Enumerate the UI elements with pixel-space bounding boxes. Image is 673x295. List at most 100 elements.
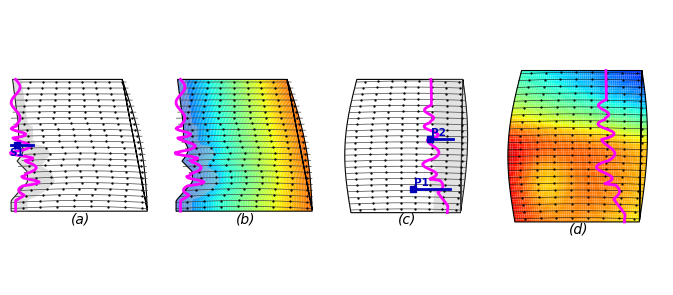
- Polygon shape: [596, 141, 599, 144]
- Polygon shape: [178, 79, 195, 211]
- Polygon shape: [570, 184, 573, 187]
- Polygon shape: [605, 156, 608, 159]
- Polygon shape: [516, 179, 518, 181]
- Polygon shape: [588, 116, 590, 119]
- Polygon shape: [598, 154, 600, 156]
- Polygon shape: [540, 116, 543, 119]
- Polygon shape: [197, 79, 215, 211]
- Polygon shape: [571, 217, 573, 219]
- Polygon shape: [615, 136, 617, 139]
- Polygon shape: [527, 91, 529, 93]
- Polygon shape: [565, 96, 567, 98]
- Polygon shape: [515, 154, 517, 156]
- Polygon shape: [575, 151, 577, 154]
- Polygon shape: [555, 113, 557, 116]
- Polygon shape: [551, 91, 553, 93]
- Polygon shape: [610, 83, 612, 86]
- Polygon shape: [582, 149, 585, 151]
- Polygon shape: [565, 98, 567, 101]
- Polygon shape: [588, 119, 590, 121]
- Polygon shape: [576, 126, 579, 129]
- Polygon shape: [636, 212, 639, 214]
- Polygon shape: [548, 73, 551, 76]
- Polygon shape: [575, 187, 577, 189]
- Polygon shape: [520, 149, 522, 151]
- Polygon shape: [520, 151, 522, 154]
- Polygon shape: [517, 189, 520, 192]
- Polygon shape: [637, 209, 639, 212]
- Polygon shape: [640, 149, 643, 151]
- Polygon shape: [628, 209, 631, 212]
- Polygon shape: [631, 204, 633, 207]
- Polygon shape: [579, 151, 582, 154]
- Polygon shape: [624, 207, 627, 209]
- Polygon shape: [637, 166, 639, 169]
- Polygon shape: [530, 184, 532, 187]
- Polygon shape: [612, 214, 615, 217]
- Polygon shape: [634, 91, 637, 93]
- Polygon shape: [553, 126, 556, 129]
- Polygon shape: [630, 189, 633, 192]
- Polygon shape: [512, 204, 515, 207]
- Polygon shape: [540, 176, 543, 179]
- Polygon shape: [590, 187, 592, 189]
- Polygon shape: [591, 169, 593, 171]
- Polygon shape: [633, 129, 636, 131]
- Polygon shape: [583, 212, 586, 214]
- Polygon shape: [195, 79, 213, 211]
- Polygon shape: [186, 79, 203, 211]
- Polygon shape: [577, 149, 580, 151]
- Polygon shape: [636, 194, 639, 197]
- Polygon shape: [541, 96, 543, 98]
- Polygon shape: [561, 174, 563, 176]
- Polygon shape: [551, 101, 554, 103]
- Polygon shape: [624, 106, 627, 108]
- Polygon shape: [540, 144, 543, 146]
- Polygon shape: [614, 73, 616, 76]
- Polygon shape: [530, 179, 532, 181]
- Polygon shape: [594, 88, 596, 91]
- Polygon shape: [621, 88, 623, 91]
- Polygon shape: [549, 207, 551, 209]
- Polygon shape: [553, 189, 555, 192]
- Polygon shape: [544, 91, 546, 93]
- Polygon shape: [510, 121, 513, 124]
- Polygon shape: [643, 129, 645, 131]
- Polygon shape: [629, 184, 631, 187]
- Polygon shape: [510, 192, 513, 194]
- Polygon shape: [538, 136, 541, 139]
- Polygon shape: [579, 76, 581, 78]
- Polygon shape: [542, 151, 545, 154]
- Polygon shape: [534, 144, 536, 146]
- Polygon shape: [571, 93, 574, 96]
- Polygon shape: [532, 212, 535, 214]
- Polygon shape: [524, 124, 526, 126]
- Polygon shape: [638, 214, 640, 217]
- Polygon shape: [579, 81, 581, 83]
- Polygon shape: [633, 146, 635, 149]
- Polygon shape: [644, 108, 647, 111]
- Polygon shape: [530, 111, 532, 113]
- Polygon shape: [602, 176, 604, 179]
- Polygon shape: [622, 141, 625, 144]
- Polygon shape: [629, 116, 631, 119]
- Polygon shape: [604, 184, 606, 187]
- Polygon shape: [575, 113, 577, 116]
- Polygon shape: [602, 111, 604, 113]
- Polygon shape: [562, 131, 565, 134]
- Polygon shape: [579, 214, 581, 217]
- Polygon shape: [592, 199, 594, 202]
- Polygon shape: [522, 179, 525, 181]
- Polygon shape: [546, 219, 548, 222]
- Polygon shape: [600, 219, 602, 222]
- Polygon shape: [592, 184, 595, 187]
- Polygon shape: [598, 207, 600, 209]
- Polygon shape: [617, 96, 619, 98]
- Polygon shape: [529, 161, 531, 164]
- Polygon shape: [526, 169, 529, 171]
- Polygon shape: [592, 149, 594, 151]
- Polygon shape: [567, 116, 570, 119]
- Polygon shape: [557, 111, 559, 113]
- Polygon shape: [533, 81, 535, 83]
- Polygon shape: [550, 156, 552, 159]
